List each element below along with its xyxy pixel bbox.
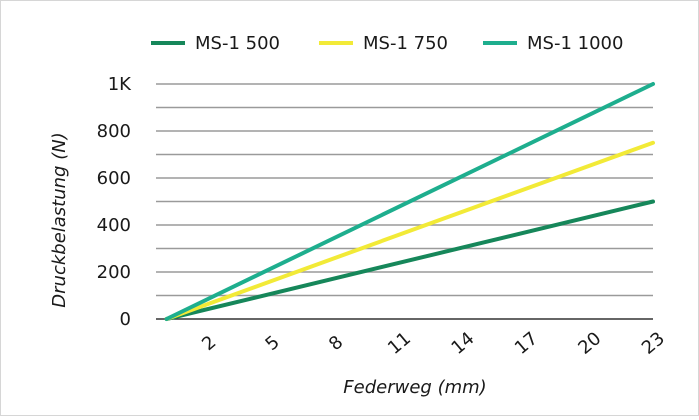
x-tick-label: 11 — [384, 328, 415, 359]
gridlines — [156, 83, 653, 297]
legend: MS-1 500 MS-1 750 MS-1 1000 — [151, 33, 623, 54]
y-tick-label: 1K — [108, 74, 132, 95]
x-tick-label: 17 — [511, 328, 542, 359]
y-axis-title: Druckbelastung (N) — [49, 132, 70, 307]
y-tick-label: 800 — [97, 121, 131, 142]
y-tick-label: 600 — [97, 168, 131, 189]
y-tick-label: 200 — [97, 262, 131, 283]
x-tick-label: 8 — [325, 332, 347, 355]
legend-label: MS-1 750 — [363, 33, 448, 54]
series-line-ms-1-1000 — [164, 82, 655, 321]
y-tick-label: 400 — [97, 215, 131, 236]
series-lines — [164, 82, 655, 321]
x-tick-label: 5 — [262, 332, 284, 355]
x-tick-label: 2 — [198, 332, 220, 355]
legend-label: MS-1 1000 — [527, 33, 623, 54]
x-axis-title: Federweg (mm) — [343, 377, 486, 398]
y-tick-label: 0 — [120, 309, 131, 330]
legend-label: MS-1 500 — [195, 33, 280, 54]
x-tick-label: 23 — [638, 328, 669, 359]
x-tick-label: 14 — [447, 328, 478, 359]
series-line-ms-1-500 — [164, 199, 655, 321]
series-line-ms-1-750 — [164, 140, 655, 321]
x-tick-label: 20 — [574, 328, 605, 359]
